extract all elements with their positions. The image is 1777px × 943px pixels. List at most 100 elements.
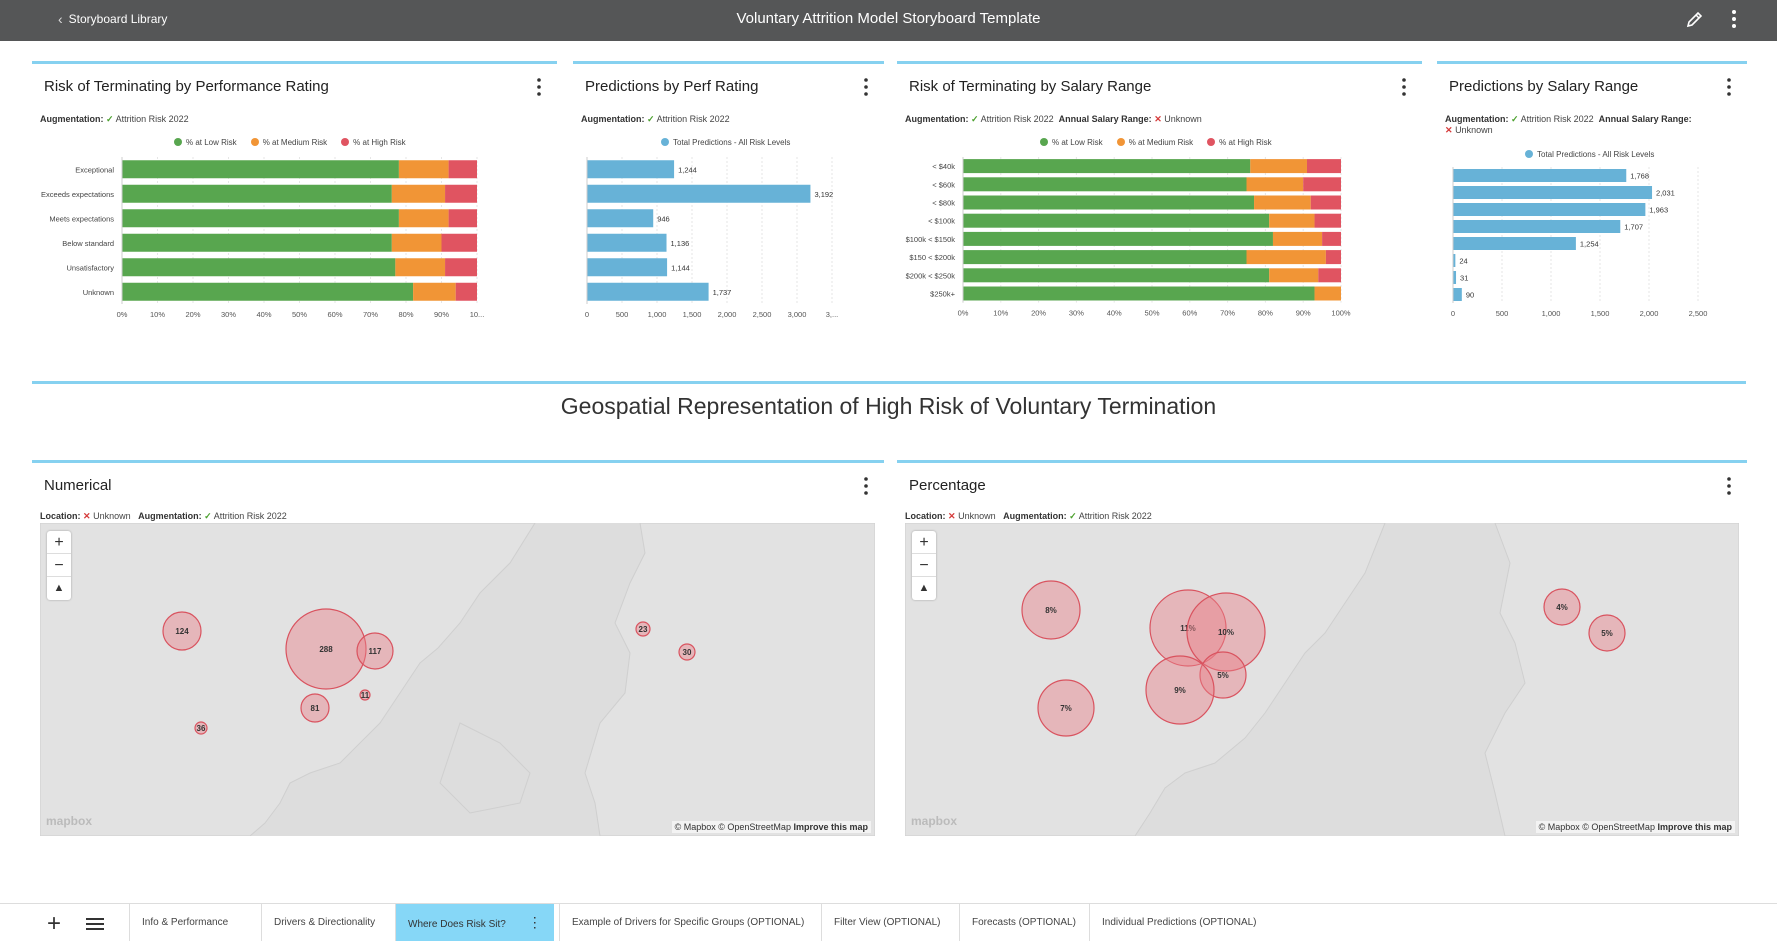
bubble-layer: 8% 11% 10% 5% 9% 7% 4% 5% (1021, 580, 1626, 737)
data-label: 1,254 (1580, 240, 1599, 249)
x-tick-label: 1,500 (1591, 309, 1610, 318)
x-tick-label: 80% (398, 310, 413, 319)
map-bubble (356, 632, 394, 670)
y-tick-label: Exceeds expectations (41, 190, 114, 199)
bar (587, 258, 668, 277)
panel-map-percentage: Percentage Location: ✕ Unknown Augmentat… (897, 460, 1747, 840)
add-page-button[interactable]: + (47, 910, 62, 937)
x-tick-label: 90% (434, 310, 449, 319)
bar-segment (1269, 268, 1319, 283)
map-bubble (359, 689, 371, 701)
back-to-library-link[interactable]: ‹ Storyboard Library (58, 11, 167, 27)
check-icon: ✓ (1511, 114, 1519, 124)
map-numerical[interactable]: + − ▲ 124 288 117 11 81 36 23 30 mapbox © Mapbo… (40, 523, 875, 836)
legend-high: % at High Risk (341, 138, 406, 147)
bubble-label: 10% (1218, 628, 1234, 637)
zoom-out-button[interactable]: − (47, 554, 71, 577)
map-bubble (194, 721, 208, 735)
top-bar: ‹ Storyboard Library Voluntary Attrition… (0, 0, 1777, 41)
bar-segment (1246, 177, 1304, 192)
panel-kebab-icon[interactable] (862, 77, 870, 97)
page-tab[interactable]: Info & Performance (129, 904, 240, 941)
panel-kebab-icon[interactable] (1725, 476, 1733, 496)
bar-segment (448, 209, 477, 228)
bar-segment (963, 159, 1251, 174)
improve-map-link[interactable]: Improve this map (793, 822, 868, 832)
chevron-left-icon: ‹ (58, 11, 63, 27)
map-attribution: © Mapbox © OpenStreetMap Improve this ma… (671, 821, 871, 833)
x-tick-label: 60% (327, 310, 342, 319)
bar-segment (963, 286, 1315, 301)
page-tab-label: Individual Predictions (OPTIONAL) (1102, 917, 1257, 928)
y-tick-label: $100k < $150k (906, 235, 956, 244)
bar-segment (395, 258, 446, 277)
y-tick-label: Unknown (83, 288, 114, 297)
map-bubble (162, 611, 202, 651)
tab-kebab-icon[interactable]: ⋮ (523, 914, 542, 930)
back-label: Storyboard Library (68, 12, 168, 26)
panel-kebab-icon[interactable] (1725, 77, 1733, 97)
bar-segment (391, 184, 446, 203)
bar (587, 233, 667, 252)
panel-perf-pred: Predictions by Perf Rating Augmentation:… (573, 61, 884, 361)
bar-segment (1246, 250, 1326, 265)
augmentation-info: Augmentation: ✓ Attrition Risk 2022 Annu… (905, 114, 1202, 124)
x-tick-label: 70% (1220, 309, 1235, 318)
bar-segment (1325, 250, 1341, 265)
y-tick-label: Unsatisfactory (66, 263, 114, 272)
check-icon: ✓ (647, 114, 655, 124)
panel-kebab-icon[interactable] (1400, 77, 1408, 97)
x-tick-label: 60% (1182, 309, 1197, 318)
attribution-link[interactable]: © Mapbox © OpenStreetMap (674, 822, 791, 832)
y-tick-label: Below standard (62, 239, 114, 248)
page-list-icon[interactable] (86, 917, 104, 931)
page-tab[interactable]: Drivers & Directionality (261, 904, 387, 941)
data-label: 1,244 (678, 165, 697, 174)
chart-perf-pred: 0 500 1,000 1,500 2,000 2,500 3,000 3,... 1,244 3… (585, 157, 838, 319)
legend-high: % at High Risk (1207, 138, 1272, 147)
pencil-icon[interactable] (1685, 9, 1705, 29)
page-tab[interactable]: Filter View (OPTIONAL) (821, 904, 953, 941)
x-tick-label: 0% (117, 310, 128, 319)
bubble-label: 5% (1601, 629, 1613, 638)
bubble-label: 30 (683, 648, 692, 657)
panel-accent-bar (32, 460, 884, 463)
panel-kebab-icon[interactable] (862, 476, 870, 496)
zoom-in-button[interactable]: + (47, 531, 71, 554)
page-tab[interactable]: Individual Predictions (OPTIONAL) (1089, 904, 1269, 941)
bar-segment (448, 160, 477, 179)
map-percentage[interactable]: + − ▲ 8% 11% 10% 5% 9% 7% 4% 5% mapbox © Mapbox… (905, 523, 1739, 836)
augmentation-info: Augmentation: ✓ Attrition Risk 2022 (581, 114, 730, 124)
map-bubble (1199, 651, 1247, 699)
page-tab[interactable]: Where Does Risk Sit? ⋮ (395, 904, 554, 941)
x-tick-label: 2,000 (718, 310, 737, 319)
x-tick-label: 1,000 (648, 310, 667, 319)
data-label: 1,144 (671, 263, 690, 272)
section-divider (32, 381, 1746, 384)
attribution-link[interactable]: © Mapbox © OpenStreetMap (1538, 822, 1655, 832)
bar-segment (963, 213, 1270, 228)
check-icon: ✓ (106, 114, 114, 124)
bar-segment (398, 160, 449, 179)
zoom-out-button[interactable]: − (912, 554, 936, 577)
compass-button[interactable]: ▲ (918, 582, 930, 594)
bar-segment (1310, 195, 1341, 210)
bar-segment (1303, 177, 1341, 192)
improve-map-link[interactable]: Improve this map (1657, 822, 1732, 832)
bar-segment (122, 209, 399, 228)
panel-title: Predictions by Perf Rating (585, 78, 759, 95)
check-icon: ✓ (971, 114, 979, 124)
panel-kebab-icon[interactable] (535, 77, 543, 97)
panel-accent-bar (573, 61, 884, 64)
x-tick-label: 70% (363, 310, 378, 319)
x-tick-label: 10% (150, 310, 165, 319)
page-tab[interactable]: Forecasts (OPTIONAL) (959, 904, 1088, 941)
zoom-in-button[interactable]: + (912, 531, 936, 554)
x-tick-label: 0 (585, 310, 589, 319)
kebab-menu-icon[interactable] (1728, 8, 1740, 30)
legend-total: Total Predictions - All Risk Levels (661, 138, 790, 147)
compass-button[interactable]: ▲ (53, 582, 65, 594)
bar-segment (445, 258, 477, 277)
page-tab[interactable]: Example of Drivers for Specific Groups (… (559, 904, 816, 941)
bubble-label: 5% (1217, 671, 1229, 680)
